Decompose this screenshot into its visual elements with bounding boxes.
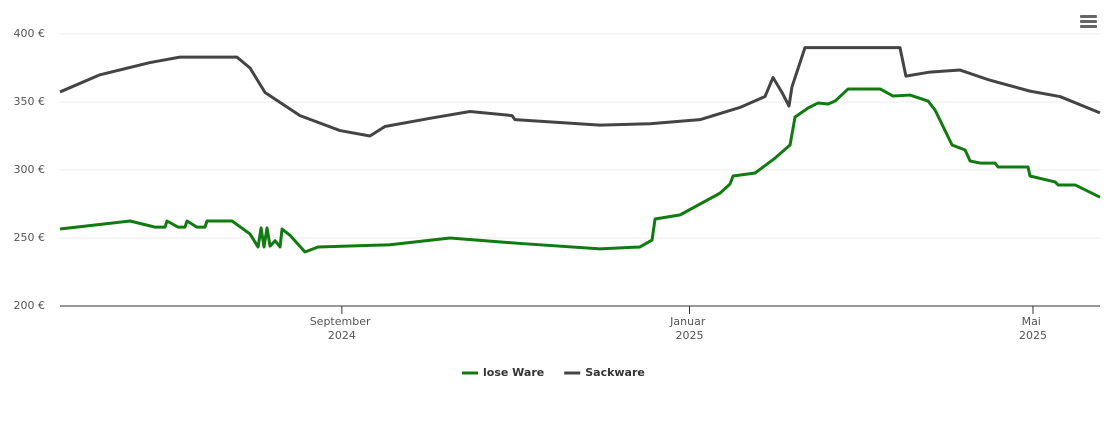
x-tick-label: Mai 2025 — [1019, 315, 1047, 342]
menu-bar — [1080, 20, 1097, 23]
series-line — [59, 87, 1101, 254]
y-tick-label: 350 € — [14, 95, 46, 108]
menu-bar — [1080, 25, 1097, 28]
y-tick-label: 200 € — [14, 299, 46, 312]
legend: lose Ware Sackware — [462, 366, 645, 379]
legend-label: lose Ware — [483, 366, 544, 379]
y-tick-label: 400 € — [14, 27, 46, 40]
y-tick-label: 300 € — [14, 163, 46, 176]
menu-bar — [1080, 15, 1097, 18]
x-tick-label: Januar 2025 — [669, 315, 709, 342]
y-tick-label: 250 € — [14, 231, 46, 244]
menu-icon[interactable] — [1080, 15, 1097, 28]
series-line — [59, 46, 1101, 138]
legend-label: Sackware — [585, 366, 645, 379]
x-tick-label: September 2024 — [310, 315, 374, 342]
